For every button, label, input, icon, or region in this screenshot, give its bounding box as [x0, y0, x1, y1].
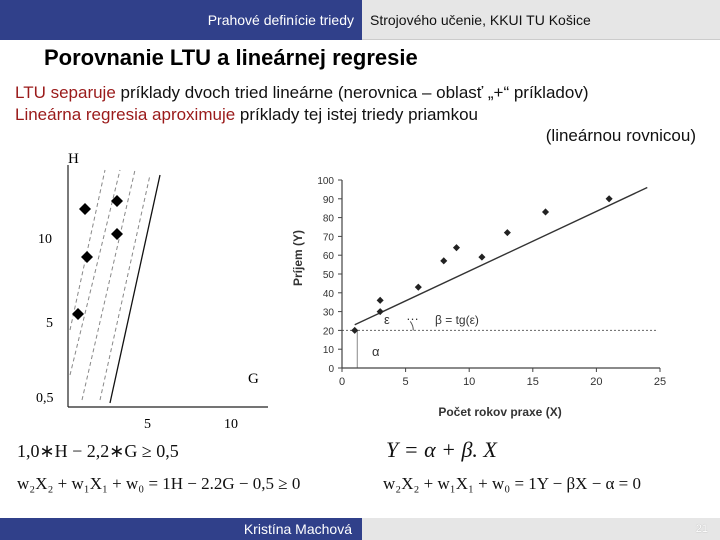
beta-label: β = tg(ε) [435, 313, 479, 327]
x-tick-label: 25 [654, 376, 666, 388]
data-point [351, 326, 359, 334]
page-number-container: 21 [362, 518, 720, 540]
dots-label: … [406, 308, 419, 323]
ltu-description: príklady dvoch tried lineárne (nerovnica… [115, 83, 589, 102]
text-line-1: LTU separuje príklady dvoch tried lineár… [15, 83, 589, 103]
example-point [79, 203, 91, 215]
x-tick-label: 20 [590, 376, 602, 388]
data-point [478, 253, 486, 261]
regression-equation-weights: w₂X₂ + w₁X₁ + w₀ = 1Y − βX − α = 0 [383, 474, 642, 493]
y-tick-label: 90 [323, 195, 335, 206]
y-tick-label: 50 [323, 270, 335, 281]
data-point [541, 208, 550, 216]
author: Kristína Machová [0, 518, 362, 540]
text-line-3: (lineárnou rovnicou) [545, 126, 696, 145]
page-number: 21 [695, 523, 708, 535]
regression-description: príklady tej istej triedy priamkou [235, 105, 479, 124]
regression-plot: 0 10 20 30 40 50 60 70 80 90 100 0 5 10 15 20 25 Príjem … [291, 176, 666, 419]
regression-x-label: Počet rokov praxe (X) [438, 405, 561, 419]
regression-equation: Y = α + β. X [386, 437, 497, 462]
hatch-lines [69, 169, 151, 401]
y-tick-label: 60 [323, 251, 335, 262]
epsilon-label: ε [384, 312, 390, 327]
positive-examples [72, 195, 123, 320]
y-tick-label: 100 [317, 176, 334, 187]
slide-title: Porovnanie LTU a lineárnej regresie [44, 45, 418, 70]
x-tick-label: 15 [527, 376, 539, 388]
text-line-2: Lineárna regresia aproximuje príklady te… [15, 105, 478, 125]
footer-bar: Kristína Machová 21 [0, 518, 720, 540]
y-tick-label: 80 [323, 214, 335, 225]
y-tick-label: 70 [323, 232, 335, 243]
ltu-y-tick: 10 [38, 232, 52, 247]
ltu-plot: H G 10 5 0,5 5 10 [36, 151, 268, 432]
ltu-inequality: 1,0∗H − 2,2∗G ≥ 0,5 [17, 441, 179, 461]
data-point [605, 195, 613, 203]
example-point [111, 228, 123, 240]
regression-line [354, 186, 648, 326]
course-name: Strojového učenie, KKUI TU Košice [362, 0, 720, 40]
data-point [414, 283, 422, 291]
ltu-highlight: LTU separuje [15, 83, 116, 102]
y-tick-label: 20 [323, 326, 335, 337]
header-bar: Prahové definície triedy Strojového učen… [0, 0, 720, 40]
example-point [111, 195, 123, 207]
ltu-x-label: G [248, 371, 259, 387]
ltu-x-tick: 5 [144, 417, 151, 432]
course-section-title: Prahové definície triedy [0, 0, 362, 40]
ltu-y-tick: 0,5 [36, 391, 54, 406]
data-point [503, 229, 511, 237]
x-tick-label: 10 [463, 376, 475, 388]
ltu-y-tick: 5 [46, 316, 53, 331]
data-point [452, 244, 461, 252]
data-point [376, 308, 384, 316]
regression-y-label: Príjem (Y) [291, 230, 305, 286]
ltu-x-tick: 10 [224, 417, 238, 432]
x-tick-label: 0 [339, 376, 345, 388]
regression-highlight: Lineárna regresia aproximuje [15, 105, 236, 124]
y-tick-label: 10 [323, 345, 335, 356]
separating-line [109, 174, 161, 404]
x-tick-label: 5 [403, 376, 409, 388]
example-point [81, 251, 93, 263]
example-point [72, 308, 84, 320]
y-tick-label: 0 [328, 364, 334, 375]
y-tick-label: 40 [323, 289, 335, 300]
data-point [376, 296, 384, 304]
ltu-y-label: H [68, 151, 79, 167]
y-tick-label: 30 [323, 308, 335, 319]
ltu-equation: w₂X₂ + w₁X₁ + w₀ = 1H − 2.2G − 0,5 ≥ 0 [17, 474, 301, 493]
epsilon-arc [409, 321, 414, 331]
alpha-label: α [372, 344, 380, 359]
data-point [440, 257, 448, 265]
